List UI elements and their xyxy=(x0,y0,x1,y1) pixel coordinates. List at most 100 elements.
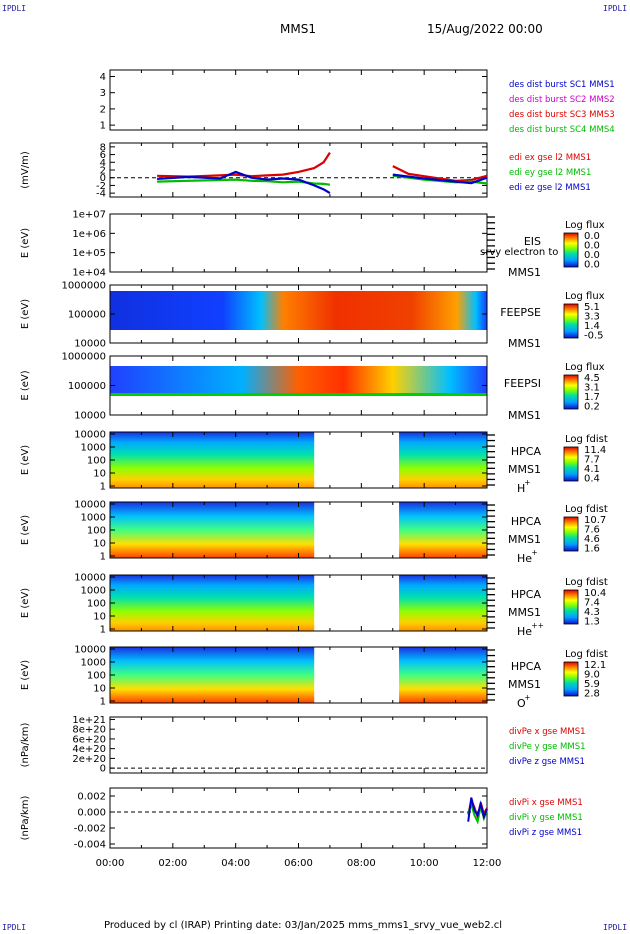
feepse-panel-colorbar-tick: -0.5 xyxy=(584,331,604,342)
hpca_h-panel-colorbar-tick: 4.1 xyxy=(584,464,600,475)
hpca_he1-panel-colorbar-title: Log fdist xyxy=(565,504,608,515)
datetime-title: 15/Aug/2022 00:00 xyxy=(427,22,543,36)
hpca_he1-panel-colorbar-tick: 7.6 xyxy=(584,525,600,536)
hpca_he2-panel-y-axis-label: E (eV) xyxy=(20,588,31,618)
corner-label: IPDLI xyxy=(603,4,628,13)
dist-panel-legend-entry: des dist burst SC2 MMS2 xyxy=(509,95,615,105)
hpca_h-species-label: H xyxy=(517,482,525,495)
dist-panel-legend-entry: des dist burst SC4 MMS4 xyxy=(509,125,615,135)
feepse-panel-y-tick-label: 10000 xyxy=(74,339,106,350)
hpca_o-spacecraft-label: MMS1 xyxy=(508,678,541,691)
hpca_o-panel-y-tick-label: 10000 xyxy=(74,645,106,656)
eis-panel-y-axis-label: E (eV) xyxy=(20,228,31,258)
eis-panel-colorbar-tick: 0.0 xyxy=(584,260,600,271)
hpca_h-spacecraft-label: MMS1 xyxy=(508,463,541,476)
hpca_h-panel-colorbar-tick: 7.7 xyxy=(584,455,600,466)
hpca_he1-spacecraft-label: MMS1 xyxy=(508,533,541,546)
hpca_he1-panel-y-axis-label: E (eV) xyxy=(20,515,31,545)
dist-panel-frame xyxy=(109,69,488,131)
hpca_he2-panel-colorbar-tick: 4.3 xyxy=(584,607,600,618)
hpca_he2-species-charge: ++ xyxy=(531,621,544,630)
hpca_he2-spacecraft-label: MMS1 xyxy=(508,606,541,619)
hpca_h-panel-y-axis-label: E (eV) xyxy=(20,445,31,475)
feepsi-panel-colorbar xyxy=(563,374,579,410)
x-tick-label: 08:00 xyxy=(347,858,376,869)
divpe-panel-y-tick-label: 2e+20 xyxy=(72,754,106,765)
hpca_he1-species-charge: + xyxy=(531,548,537,557)
corner-label: IPDLI xyxy=(2,4,27,13)
divpe-panel-legend-entry: divPe x gse MMS1 xyxy=(509,727,586,737)
hpca_he2-panel-y-tick-label: 10 xyxy=(93,612,106,623)
divpe-panel-y-axis-label: (nPa/km) xyxy=(20,723,31,768)
divpe-panel-legend-entry: divPe y gse MMS1 xyxy=(509,742,586,752)
hpca_he1-spectrogram-left xyxy=(110,502,315,558)
feepsi-panel-colorbar-tick: 1.7 xyxy=(584,392,600,403)
divpe-panel-y-tick-label: 0 xyxy=(100,764,106,775)
hpca_h-panel-y-tick-label: 1 xyxy=(100,482,106,493)
feepse-panel-spacecraft-label: MMS1 xyxy=(508,337,541,350)
eis-panel-y-tick-label: 1e+07 xyxy=(72,210,106,221)
hpca_o-panel-y-tick-label: 1000 xyxy=(81,658,106,669)
hpca_he2-panel-y-tick-label: 1000 xyxy=(81,586,106,597)
dist-panel-y-tick-label: 4 xyxy=(100,72,106,83)
feepse-panel-colorbar xyxy=(563,303,579,339)
feepsi-low-energy-band xyxy=(110,393,487,396)
stacked-panels-figure: 1 2 3 4 des dist burst SC1 MMS1 des dist burs… xyxy=(20,69,615,869)
divpi-series-line xyxy=(467,797,488,822)
hpca_he1-panel-colorbar-tick: 4.6 xyxy=(584,534,600,545)
efield-series-line xyxy=(392,165,488,182)
hpca_he1-panel-colorbar-tick: 10.7 xyxy=(584,515,606,526)
efield-panel-legend-entry: edi ez gse l2 MMS1 xyxy=(509,183,591,193)
hpca_h-panel-y-tick-label: 10 xyxy=(93,469,106,480)
efield-panel-y-axis-label: (mV/m) xyxy=(20,151,31,189)
feepse-panel-y-tick-label: 1000000 xyxy=(61,281,106,292)
divpi-panel-legend-entry: divPi x gse MMS1 xyxy=(509,798,583,808)
hpca_he2-panel-colorbar-tick: 1.3 xyxy=(584,617,600,628)
divpi-panel-y-tick-label: 0.000 xyxy=(77,808,106,819)
divpi-panel-frame xyxy=(109,787,488,849)
hpca_h-panel-y-tick-label: 100 xyxy=(87,456,106,467)
dist-panel-y-tick-label: 1 xyxy=(100,121,106,132)
feepse-panel-colorbar-tick: 1.4 xyxy=(584,321,600,332)
hpca_o-spectrogram-left xyxy=(110,647,315,703)
x-tick-label: 04:00 xyxy=(221,858,250,869)
divpi-panel-y-tick-label: 0.002 xyxy=(77,792,106,803)
hpca_he1-panel-y-tick-label: 1 xyxy=(100,552,106,563)
feepse-panel-y-axis-label: E (eV) xyxy=(20,299,31,329)
hpca_he2-instrument-label: HPCA xyxy=(511,588,542,601)
hpca_o-species-charge: + xyxy=(524,693,530,702)
dist-panel-y-tick-label: 2 xyxy=(100,104,106,115)
hpca_h-panel-colorbar-title: Log fdist xyxy=(565,434,608,445)
feepsi-spectrogram xyxy=(110,366,487,393)
hpca_h-panel-y-tick-label: 1000 xyxy=(81,443,106,454)
eis-panel-y-tick-label: 1e+05 xyxy=(72,248,106,259)
hpca_he1-panel-y-tick-label: 100 xyxy=(87,526,106,537)
divpe-panel-y-tick-label: 1e+21 xyxy=(72,715,106,726)
divpe-panel-y-tick-label: 8e+20 xyxy=(72,725,106,736)
divpi-panel-y-tick-label: -0.002 xyxy=(74,824,106,835)
hpca_he1-panel-y-tick-label: 1000 xyxy=(81,513,106,524)
x-tick-label: 06:00 xyxy=(284,858,313,869)
hpca_o-panel-colorbar xyxy=(563,661,579,697)
hpca_o-spectrogram-right xyxy=(399,647,487,703)
efield-panel-y-tick-label: -2 xyxy=(96,181,106,192)
hpca_o-panel-colorbar-title: Log fdist xyxy=(565,649,608,660)
hpca_h-panel-colorbar-tick: 0.4 xyxy=(584,474,600,485)
hpca_he2-panel-colorbar xyxy=(563,589,579,625)
feepse-spectrogram xyxy=(110,291,487,330)
efield-panel-legend-entry: edi ex gse l2 MMS1 xyxy=(509,153,591,163)
feepsi-panel-colorbar-title: Log flux xyxy=(565,362,605,373)
efield-panel-legend-entry: edi ey gse l2 MMS1 xyxy=(509,168,591,178)
efield-panel-y-tick-label: 8 xyxy=(100,142,106,153)
hpca_o-panel-y-tick-label: 10 xyxy=(93,684,106,695)
efield-series-line xyxy=(392,173,488,185)
divpi-panel-y-axis-label: (nPa/km) xyxy=(20,796,31,841)
feepse-panel-y-tick-label: 100000 xyxy=(68,310,106,321)
hpca_o-panel-colorbar-tick: 12.1 xyxy=(584,660,606,671)
feepsi-panel-colorbar-tick: 0.2 xyxy=(584,402,600,413)
feepsi-panel-colorbar-tick: 3.1 xyxy=(584,383,600,394)
dist-panel-y-tick-label: 3 xyxy=(100,88,106,99)
eis-panel-colorbar xyxy=(563,232,579,268)
eis-stray-label: srvy electron to xyxy=(480,247,558,258)
feepse-panel-instrument-label: FEEPSE xyxy=(500,306,541,319)
